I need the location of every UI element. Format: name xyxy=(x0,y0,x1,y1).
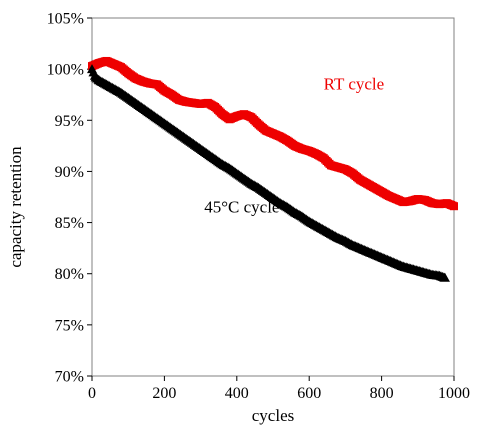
y-axis-title: capacity retention xyxy=(6,146,25,268)
series-0 xyxy=(88,56,458,211)
series-annotation: RT cycle xyxy=(324,75,385,94)
x-tick-label: 0 xyxy=(88,385,96,402)
y-tick-label: 105% xyxy=(47,11,84,28)
y-tick-label: 80% xyxy=(55,266,84,283)
x-tick-label: 400 xyxy=(225,385,249,402)
y-tick-label: 85% xyxy=(55,215,84,232)
y-tick-label: 95% xyxy=(55,113,84,130)
y-tick-label: 90% xyxy=(55,164,84,181)
y-tick-label: 75% xyxy=(55,317,84,334)
data-point xyxy=(439,272,450,282)
x-axis-title: cycles xyxy=(252,406,294,425)
labels-layer: cycles capacity retention RT cycle 45°C c… xyxy=(6,75,384,425)
y-tick-label: 70% xyxy=(55,369,84,386)
plot-frame xyxy=(91,17,455,377)
x-tick-label: 1000 xyxy=(438,385,470,402)
axes: 70% 75% 80% 85% 90% 95% 100% 105% 0 200 400 600 800 1… xyxy=(47,11,470,403)
x-tick-label: 600 xyxy=(297,385,321,402)
x-tick-label: 800 xyxy=(370,385,394,402)
series-1 xyxy=(87,64,450,282)
series-layer xyxy=(87,56,458,282)
x-tick-label: 200 xyxy=(152,385,176,402)
series-annotation: 45°C cycle xyxy=(204,197,279,216)
y-tick-label: 100% xyxy=(47,62,84,79)
data-point xyxy=(450,202,458,211)
